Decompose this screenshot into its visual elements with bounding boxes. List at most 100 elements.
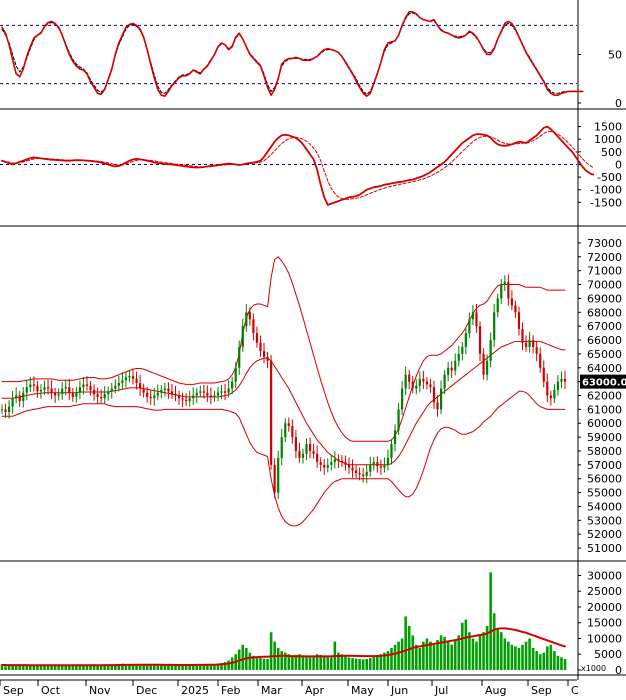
volume-bar	[50, 664, 53, 670]
candle-body	[124, 377, 128, 381]
candle-body	[443, 374, 446, 389]
candlestick	[163, 382, 166, 397]
candle-body	[316, 453, 319, 463]
x-axis-month-label: May	[351, 684, 374, 696]
volume-bar	[354, 658, 358, 670]
candlestick	[153, 388, 156, 406]
volume-bar	[464, 619, 468, 670]
candlestick	[482, 348, 485, 380]
price-tick-label: 73000	[587, 237, 622, 250]
candle-body	[142, 388, 145, 393]
volume-bar	[340, 654, 344, 670]
candle-body	[471, 312, 475, 320]
volume-bar	[298, 654, 301, 670]
candle-body	[347, 464, 351, 468]
macd-tick-label: 1500	[594, 121, 622, 134]
volume-bar	[499, 632, 503, 670]
macd-tick-label: 500	[601, 146, 622, 159]
candlestick	[188, 390, 191, 407]
candlestick	[234, 362, 237, 389]
volume-bar	[439, 635, 443, 670]
volume-bar	[216, 663, 220, 670]
candlestick	[18, 390, 21, 407]
candlestick	[110, 382, 113, 399]
candle-body	[245, 312, 248, 327]
candlestick	[92, 384, 96, 401]
volume-bar	[21, 665, 25, 670]
price-tick-label: 53000	[587, 514, 622, 527]
candle-body	[326, 464, 329, 468]
volume-bar	[351, 658, 354, 670]
candle-body	[298, 450, 301, 458]
volume-bar	[407, 625, 411, 670]
macd-tick-label: -1500	[590, 196, 622, 209]
candlestick	[489, 332, 492, 368]
candlestick	[131, 369, 135, 385]
candle-body	[78, 387, 81, 393]
candlestick	[259, 335, 262, 357]
volume-bar	[397, 641, 400, 670]
candlestick	[202, 384, 205, 399]
price-tick-label: 52000	[587, 528, 622, 541]
volume-bar	[372, 656, 376, 670]
volume-bar	[291, 655, 294, 670]
volume-tick-label: 30000	[587, 569, 622, 582]
candlestick	[319, 457, 322, 472]
candle-body	[439, 388, 443, 410]
candlestick	[447, 362, 450, 382]
volume-bar	[269, 632, 273, 670]
volume-tick-label: 15000	[587, 617, 622, 630]
last-price-badge-bg	[580, 374, 626, 389]
candlestick	[298, 442, 301, 463]
volume-bar	[114, 664, 117, 670]
candlestick	[308, 437, 312, 459]
x-axis-month-label: Apr	[305, 684, 325, 696]
candlestick	[50, 380, 53, 400]
x-axis-month-label: Dec	[136, 684, 157, 696]
candle-body	[188, 398, 191, 402]
volume-bar	[280, 651, 284, 670]
volume-bar	[411, 635, 415, 670]
candlestick	[351, 459, 354, 478]
candlestick	[323, 459, 326, 475]
candlestick	[390, 439, 393, 465]
volume-bar	[425, 638, 429, 670]
candle-body	[429, 384, 432, 388]
candlestick	[160, 385, 163, 399]
volume-bar	[471, 638, 475, 670]
candle-body	[206, 392, 209, 396]
volume-bar	[379, 654, 383, 670]
candlestick	[524, 335, 528, 352]
candle-body	[500, 284, 503, 299]
candle-body	[397, 409, 400, 431]
candle-body	[128, 376, 131, 378]
candle-body	[252, 319, 255, 334]
volume-bar	[259, 658, 262, 670]
candle-body	[379, 466, 382, 468]
volume-bar	[181, 665, 184, 670]
volume-bar	[36, 664, 39, 670]
volume-bar	[53, 664, 57, 670]
volume-bar	[223, 662, 227, 670]
candle-body	[517, 312, 521, 329]
candle-body	[202, 391, 205, 393]
volume-bar	[287, 654, 291, 670]
candlestick	[340, 455, 344, 467]
candlestick	[121, 372, 124, 390]
candle-body	[177, 395, 181, 399]
candlestick	[312, 443, 315, 459]
candle-body	[280, 437, 283, 458]
candle-body	[418, 378, 421, 386]
x-axis-month-label: Jul	[434, 684, 448, 696]
candlestick	[415, 379, 418, 395]
volume-bar	[322, 655, 326, 670]
price-tick-label: 55000	[587, 487, 622, 500]
volume-bar	[252, 655, 255, 670]
price-tick-label: 71000	[587, 265, 622, 278]
candle-body	[528, 340, 531, 347]
volume-bar	[106, 665, 110, 670]
candlestick	[330, 454, 333, 471]
candlestick	[443, 369, 446, 395]
